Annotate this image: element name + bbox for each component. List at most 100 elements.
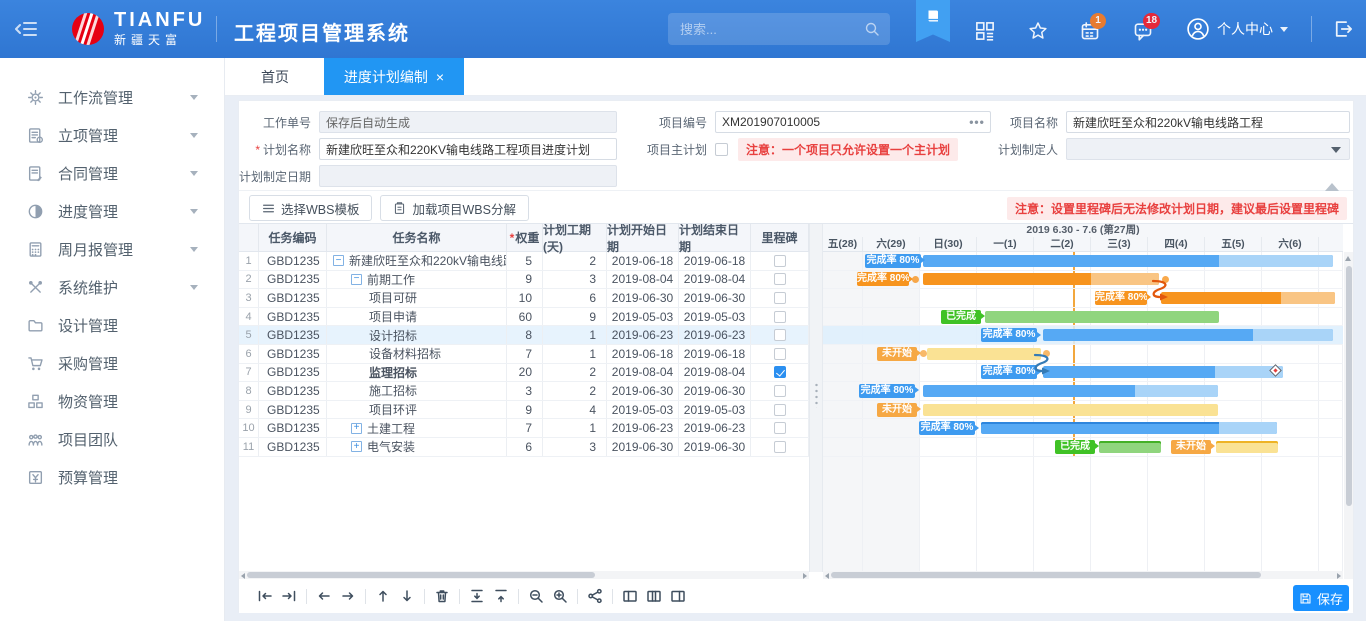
- collapse-rows-icon[interactable]: [465, 585, 489, 607]
- table-row[interactable]: 1GBD1235−新建欣旺至众和220kV输电线路工程522019-06-182…: [239, 252, 809, 271]
- sidebar-item-team[interactable]: 项目团队: [0, 420, 224, 458]
- expand-node-icon[interactable]: +: [351, 422, 362, 434]
- collapse-node-icon[interactable]: −: [333, 255, 344, 267]
- table-row[interactable]: 3 GBD1235 项目可研 10 6 2019-06-30 2019-06-30: [239, 289, 809, 308]
- project-name-input[interactable]: [1066, 111, 1350, 133]
- sidebar-item-material[interactable]: 物资管理: [0, 382, 224, 420]
- table-row[interactable]: 7 GBD1235 监理招标 20 2 2019-08-04 2019-08-04: [239, 363, 809, 383]
- messages-icon[interactable]: 18: [1133, 13, 1161, 41]
- layout-split-icon[interactable]: [642, 585, 666, 607]
- milestone-checkbox[interactable]: [773, 366, 786, 379]
- milestone-checkbox[interactable]: [773, 384, 786, 397]
- project-code-lookup-icon[interactable]: •••: [969, 115, 985, 129]
- indent-icon[interactable]: [277, 585, 301, 607]
- table-horizontal-scrollbar[interactable]: [239, 571, 809, 579]
- search-icon[interactable]: [864, 21, 880, 37]
- collapse-node-icon[interactable]: −: [351, 273, 362, 285]
- move-left-icon[interactable]: [312, 585, 336, 607]
- delete-icon[interactable]: [430, 585, 454, 607]
- gantt-bar[interactable]: [985, 310, 1219, 323]
- apps-grid-icon[interactable]: [975, 21, 995, 41]
- scroll-up-icon[interactable]: [1345, 256, 1351, 261]
- sidebar-item-procurement[interactable]: 采购管理: [0, 344, 224, 382]
- gantt-bar[interactable]: [1043, 366, 1283, 379]
- milestone-checkbox[interactable]: [773, 254, 786, 267]
- project-code-input[interactable]: [715, 111, 991, 133]
- favorites-star-icon[interactable]: [1028, 21, 1048, 41]
- master-plan-checkbox[interactable]: [715, 142, 728, 156]
- gantt-bar[interactable]: [923, 273, 1159, 286]
- gantt-scrollbar-thumb[interactable]: [831, 572, 1261, 578]
- gantt-bar[interactable]: [923, 384, 1218, 397]
- table-row[interactable]: 5 GBD1235 设计招标 8 1 2019-06-23 2019-06-23: [239, 326, 809, 345]
- gantt-horizontal-scrollbar[interactable]: [823, 571, 1343, 579]
- sidebar-item-contract[interactable]: 合同管理: [0, 154, 224, 192]
- table-row[interactable]: 4 GBD1235 项目申请 60 9 2019-05-03 2019-05-03: [239, 307, 809, 327]
- calendar-icon[interactable]: 1: [1080, 13, 1106, 41]
- expand-rows-icon[interactable]: [489, 585, 513, 607]
- gantt-scroll-right-icon[interactable]: [1337, 572, 1341, 579]
- gantt-scroll-left-icon[interactable]: [825, 572, 829, 579]
- gantt-bar[interactable]: [1161, 291, 1335, 304]
- bookmark-tile-button[interactable]: [916, 0, 950, 42]
- sidebar-item-project-init[interactable]: 立项管理: [0, 116, 224, 154]
- layout-right-icon[interactable]: [666, 585, 690, 607]
- sidebar-collapse-icon[interactable]: [14, 17, 40, 41]
- move-down-icon[interactable]: [395, 585, 419, 607]
- panel-splitter[interactable]: [809, 224, 823, 572]
- tab-home[interactable]: 首页: [242, 58, 308, 95]
- move-up-icon[interactable]: [371, 585, 395, 607]
- milestone-checkbox[interactable]: [773, 273, 786, 286]
- link-tasks-icon[interactable]: [583, 585, 607, 607]
- user-menu[interactable]: 个人中心: [1186, 15, 1288, 43]
- load-project-wbs-button[interactable]: 加载项目WBS分解: [380, 195, 529, 221]
- table-row[interactable]: 9 GBD1235 项目环评 9 4 2019-05-03 2019-05-03: [239, 400, 809, 420]
- select-wbs-template-button[interactable]: 选择WBS模板: [249, 195, 373, 221]
- gantt-bar[interactable]: [1043, 329, 1333, 342]
- plan-maker-select[interactable]: [1066, 138, 1350, 160]
- gantt-vertical-scrollbar[interactable]: [1344, 252, 1353, 580]
- move-right-icon[interactable]: [336, 585, 360, 607]
- sidebar-item-report[interactable]: 周月报管理: [0, 230, 224, 268]
- plan-name-input[interactable]: [319, 138, 617, 160]
- gantt-bar[interactable]: [1099, 440, 1161, 453]
- expand-node-icon[interactable]: +: [351, 441, 362, 453]
- table-row[interactable]: 8 GBD1235 施工招标 3 2 2019-06-30 2019-06-30: [239, 382, 809, 401]
- zoom-out-icon[interactable]: [524, 585, 548, 607]
- milestone-checkbox[interactable]: [773, 403, 786, 416]
- milestone-checkbox[interactable]: [773, 329, 786, 342]
- layout-left-icon[interactable]: [618, 585, 642, 607]
- close-tab-icon[interactable]: ×: [435, 68, 445, 85]
- table-row[interactable]: 6 GBD1235 设备材料招标 7 1 2019-06-18 2019-06-18: [239, 344, 809, 364]
- milestone-checkbox[interactable]: [773, 440, 786, 453]
- milestone-checkbox[interactable]: [773, 422, 786, 435]
- milestone-checkbox[interactable]: [773, 347, 786, 360]
- plan-date-input[interactable]: [319, 165, 617, 187]
- gantt-bar[interactable]: [923, 254, 1333, 267]
- scroll-right-icon[interactable]: [803, 572, 807, 579]
- sidebar-item-budget[interactable]: 预算管理: [0, 458, 224, 496]
- collapse-form-icon[interactable]: [1325, 183, 1339, 191]
- gantt-bar[interactable]: [981, 422, 1277, 435]
- gantt-bar[interactable]: [923, 403, 1218, 416]
- gantt-bar[interactable]: [927, 347, 1041, 360]
- save-button[interactable]: 保存: [1293, 585, 1349, 611]
- table-scrollbar-thumb[interactable]: [247, 572, 595, 578]
- table-row[interactable]: 2 GBD1235− 前期工作 9 3 2019-08-04 2019-08-04: [239, 270, 809, 290]
- tab-schedule-plan[interactable]: 进度计划编制 ×: [324, 58, 464, 95]
- work-order-input[interactable]: [319, 111, 617, 133]
- search-input[interactable]: [668, 21, 864, 37]
- gantt-bar[interactable]: [1216, 440, 1278, 453]
- table-row[interactable]: 11 GBD1235 + 电气安装 6 3 2019-06-30 2019-06-30: [239, 437, 809, 457]
- zoom-in-icon[interactable]: [548, 585, 572, 607]
- sidebar-item-workflow[interactable]: 工作流管理: [0, 78, 224, 116]
- scroll-left-icon[interactable]: [241, 572, 245, 579]
- milestone-checkbox[interactable]: [773, 310, 786, 323]
- outdent-icon[interactable]: [253, 585, 277, 607]
- sidebar-item-progress[interactable]: 进度管理: [0, 192, 224, 230]
- logout-icon[interactable]: [1332, 19, 1354, 39]
- gantt-vscrollbar-thumb[interactable]: [1345, 266, 1352, 506]
- sidebar-item-maintenance[interactable]: 系统维护: [0, 268, 224, 306]
- table-row[interactable]: 10 GBD1235 + 土建工程 7 1 2019-06-23 2019-06-23: [239, 419, 809, 438]
- milestone-checkbox[interactable]: [773, 291, 786, 304]
